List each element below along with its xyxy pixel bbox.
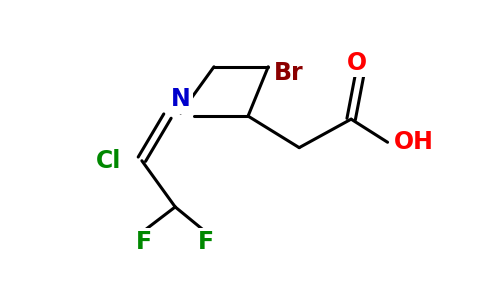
Text: O: O	[347, 51, 366, 75]
Text: Cl: Cl	[96, 149, 121, 173]
Text: F: F	[136, 230, 152, 254]
Text: F: F	[198, 230, 214, 254]
Text: N: N	[171, 87, 191, 111]
Text: Br: Br	[273, 61, 303, 85]
Text: OH: OH	[394, 130, 434, 154]
